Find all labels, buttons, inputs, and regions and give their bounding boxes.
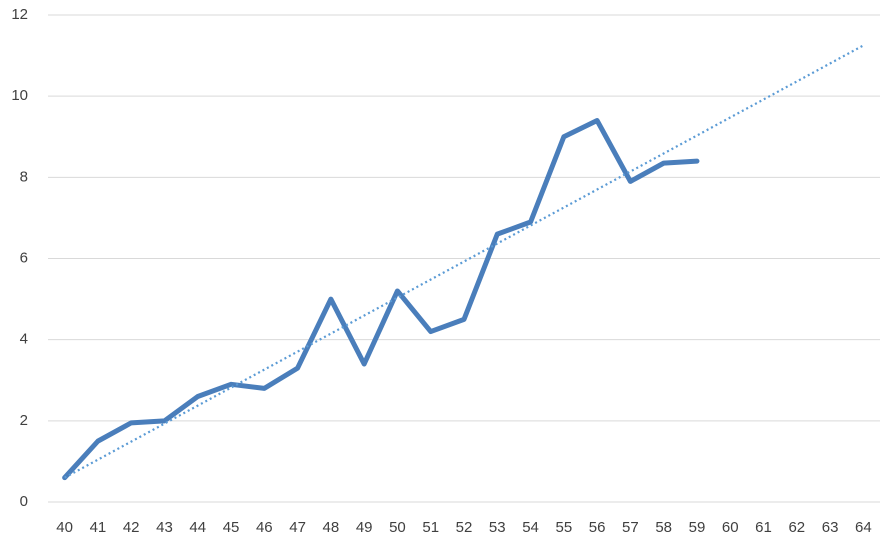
x-tick-label: 47 xyxy=(289,519,306,536)
x-tick-label: 63 xyxy=(822,519,839,536)
x-tick-label: 58 xyxy=(655,519,672,536)
x-tick-label: 44 xyxy=(189,519,206,536)
x-tick-label: 59 xyxy=(689,519,706,536)
y-tick-label: 0 xyxy=(20,493,28,510)
trend-line xyxy=(64,44,864,479)
x-tick-label: 50 xyxy=(389,519,406,536)
data-line xyxy=(62,118,700,481)
x-tick-label: 55 xyxy=(555,519,572,536)
x-tick-label: 42 xyxy=(123,519,140,536)
x-tick-label: 40 xyxy=(56,519,73,536)
x-tick-label: 64 xyxy=(855,519,872,536)
x-tick-label: 60 xyxy=(722,519,739,536)
x-tick-label: 54 xyxy=(522,519,539,536)
x-tick-label: 57 xyxy=(622,519,639,536)
x-tick-label: 41 xyxy=(90,519,107,536)
x-tick-label: 56 xyxy=(589,519,606,536)
y-tick-label: 2 xyxy=(20,412,28,429)
y-tick-label: 12 xyxy=(11,6,28,23)
x-tick-label: 51 xyxy=(422,519,439,536)
x-tick-label: 45 xyxy=(223,519,240,536)
y-tick-label: 6 xyxy=(20,249,28,266)
x-tick-label: 52 xyxy=(456,519,473,536)
x-tick-label: 46 xyxy=(256,519,273,536)
y-tick-label: 4 xyxy=(20,331,28,348)
x-tick-label: 53 xyxy=(489,519,506,536)
x-tick-label: 62 xyxy=(788,519,805,536)
x-tick-label: 43 xyxy=(156,519,173,536)
x-tick-label: 61 xyxy=(755,519,772,536)
x-tick-label: 49 xyxy=(356,519,373,536)
y-tick-label: 8 xyxy=(20,168,28,185)
x-tick-label: 48 xyxy=(323,519,340,536)
y-tick-label: 10 xyxy=(11,87,28,104)
